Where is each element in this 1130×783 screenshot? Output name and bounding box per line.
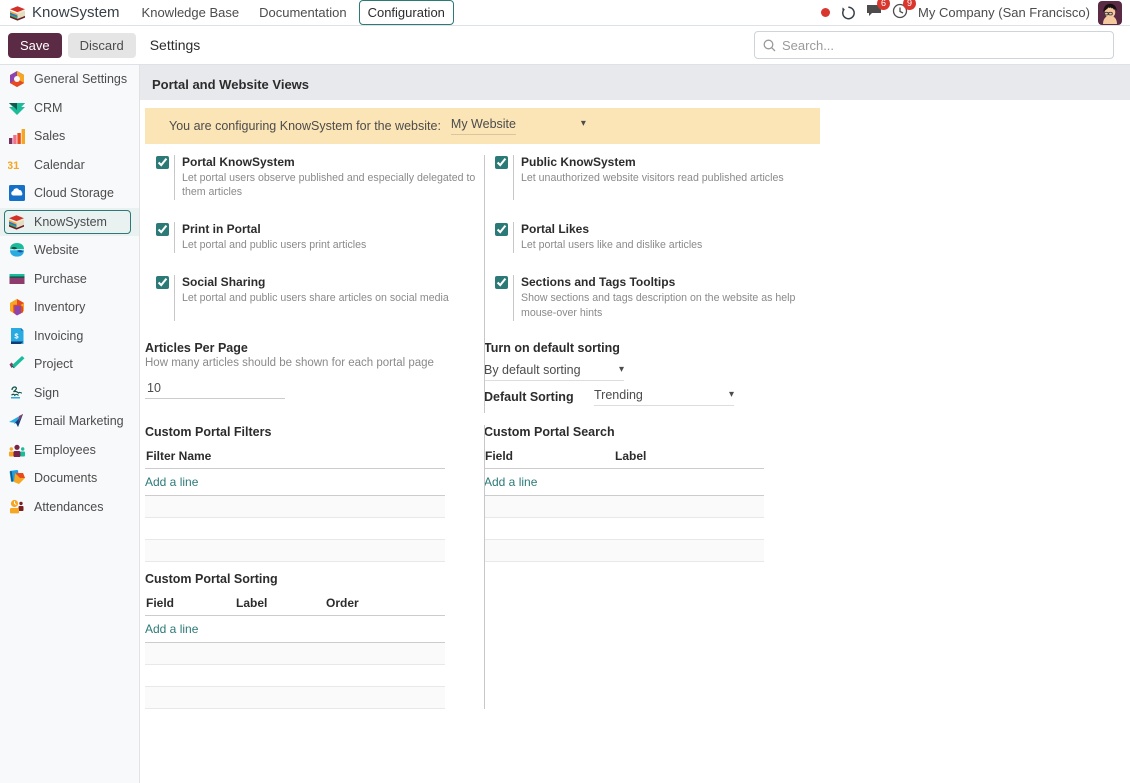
svg-text:31: 31 [8, 160, 19, 172]
